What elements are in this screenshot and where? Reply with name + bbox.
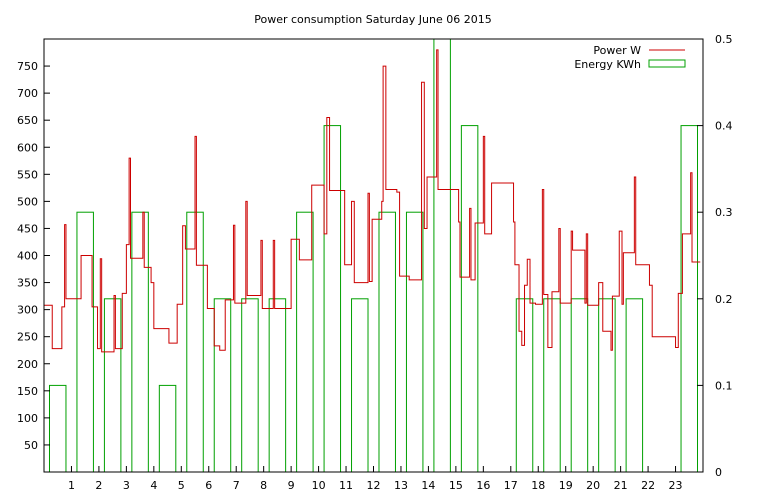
energy-bar: [378, 211, 396, 473]
x-tick-label: 13: [394, 479, 408, 492]
y-left-tick-label: 600: [17, 141, 38, 154]
x-tick-label: 8: [260, 479, 267, 492]
y-right-tick-label: 0.3: [715, 206, 733, 219]
energy-bar: [241, 298, 259, 473]
x-tick-label: 10: [312, 479, 326, 492]
y-right-tick-label: 0.4: [715, 120, 733, 133]
y-left-tick-label: 400: [17, 250, 38, 263]
y-left-tick-label: 700: [17, 87, 38, 100]
energy-bar: [158, 384, 177, 473]
x-tick-label: 11: [339, 479, 353, 492]
x-tick-label: 5: [178, 479, 185, 492]
legend-energy-swatch: [648, 59, 686, 68]
y-left-tick-label: 350: [17, 277, 38, 290]
y-left-tick-label: 100: [17, 412, 38, 425]
energy-bar: [131, 211, 149, 473]
x-tick-label: 9: [288, 479, 295, 492]
x-tick-label: 21: [614, 479, 628, 492]
legend-energy-label: Energy KWh: [574, 58, 641, 71]
y-left-tick-label: 550: [17, 168, 38, 181]
y-left-tick-label: 750: [17, 60, 38, 73]
energy-bar: [268, 298, 287, 473]
y-left-tick-label: 200: [17, 358, 38, 371]
y-right-tick-label: 0.1: [715, 379, 733, 392]
y-left-tick-label: 450: [17, 222, 38, 235]
y-left-tick-label: 500: [17, 195, 38, 208]
x-tick-label: 3: [123, 479, 130, 492]
y-left-tick-label: 650: [17, 114, 38, 127]
x-tick-label: 16: [476, 479, 490, 492]
energy-bar: [460, 125, 479, 473]
energy-bar: [76, 211, 94, 473]
x-tick-label: 15: [449, 479, 463, 492]
energy-bar: [405, 211, 424, 473]
x-tick-label: 1: [68, 479, 75, 492]
y-right-tick-label: 0.5: [715, 33, 733, 46]
x-tick-label: 19: [559, 479, 573, 492]
x-tick-label: 14: [421, 479, 435, 492]
energy-bar: [213, 298, 232, 473]
x-tick-label: 12: [367, 479, 381, 492]
energy-bar: [570, 298, 589, 473]
energy-bar: [186, 211, 204, 473]
energy-bar: [625, 298, 644, 473]
x-tick-label: 20: [586, 479, 600, 492]
x-tick-label: 17: [504, 479, 518, 492]
energy-bar: [48, 384, 67, 473]
y-left-tick-label: 250: [17, 331, 38, 344]
x-tick-label: 4: [150, 479, 157, 492]
x-tick-label: 2: [95, 479, 102, 492]
energy-bar: [680, 125, 699, 473]
y-right-tick-label: 0: [715, 466, 722, 479]
x-tick-label: 22: [641, 479, 655, 492]
energy-bar: [351, 298, 369, 473]
x-tick-label: 6: [205, 479, 212, 492]
y-right-tick-label: 0.2: [715, 293, 733, 306]
power-line: [44, 49, 701, 353]
energy-bar: [103, 298, 122, 473]
y-left-tick-label: 50: [24, 439, 38, 452]
x-tick-label: 23: [669, 479, 683, 492]
y-left-tick-label: 150: [17, 385, 38, 398]
x-tick-label: 18: [531, 479, 545, 492]
chart-title: Power consumption Saturday June 06 2015: [254, 13, 491, 26]
x-tick-label: 7: [233, 479, 240, 492]
y-left-tick-label: 300: [17, 304, 38, 317]
legend-power-label: Power W: [593, 44, 641, 57]
